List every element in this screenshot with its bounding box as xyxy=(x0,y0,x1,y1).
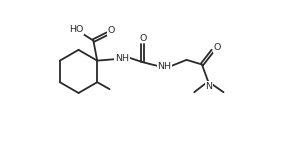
Text: O: O xyxy=(214,43,221,52)
Text: NH: NH xyxy=(157,62,171,71)
Text: O: O xyxy=(108,26,115,35)
Text: HO: HO xyxy=(69,25,84,34)
Text: N: N xyxy=(205,82,212,91)
Text: NH: NH xyxy=(115,54,129,63)
Text: O: O xyxy=(140,34,147,43)
